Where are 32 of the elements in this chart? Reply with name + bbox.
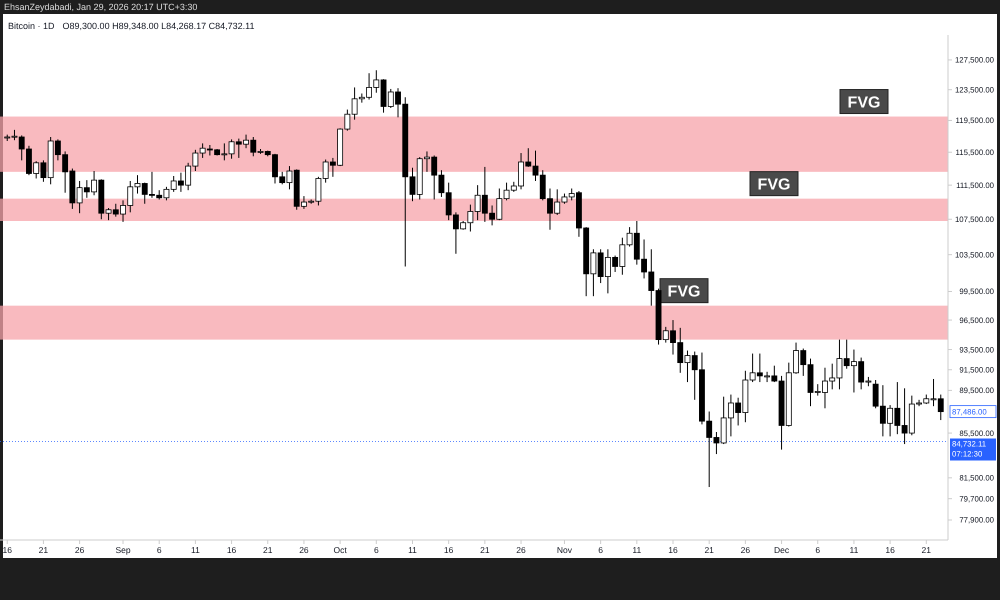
x-tick-label: 26 <box>516 545 526 555</box>
band-label: FVG <box>668 284 700 301</box>
x-tick-label: Dec <box>774 545 790 555</box>
x-tick-label: Oct <box>334 545 348 555</box>
x-tick-label: Sep <box>115 545 131 555</box>
x-tick-label: 16 <box>668 545 678 555</box>
x-tick-label: 21 <box>263 545 273 555</box>
x-tick-label: 16 <box>444 545 454 555</box>
text: EhsanZeydabadi, Jan 29, 2026 20:17 UTC+3:30 <box>4 2 198 12</box>
x-tick-label: Nov <box>556 545 573 555</box>
x-tick-label: 21 <box>704 545 714 555</box>
x-tick-label: 16 <box>226 545 237 555</box>
x-tick-label: 21 <box>922 545 932 555</box>
x-tick-label: 21 <box>38 545 48 555</box>
x-tick-label: 21 <box>480 545 490 555</box>
x-tick-label: 6 <box>815 545 820 555</box>
x-tick-label: 11 <box>190 545 200 555</box>
x-tick-label: 26 <box>299 545 309 555</box>
chart-subtitle: O89,300.00 H89,348.00 L84,268.17 C84,732.11 <box>62 21 255 31</box>
x-tick-label: 26 <box>740 545 750 555</box>
x-tick-label: 16 <box>885 545 896 555</box>
x-tick-label: 11 <box>408 545 418 555</box>
x-tick-label: 6 <box>156 545 162 555</box>
chart-title: Bitcoin · 1D <box>8 21 55 31</box>
x-tick-label: 11 <box>850 545 859 555</box>
x-tick-label: 6 <box>598 545 604 555</box>
x-tick-label: 6 <box>374 545 379 555</box>
x-tick-label: 11 <box>632 545 642 555</box>
band-label: FVG <box>758 176 790 194</box>
band-label: FVG <box>848 94 880 112</box>
x-tick-label: 26 <box>74 545 85 555</box>
x-tick-label: 16 <box>2 545 12 555</box>
